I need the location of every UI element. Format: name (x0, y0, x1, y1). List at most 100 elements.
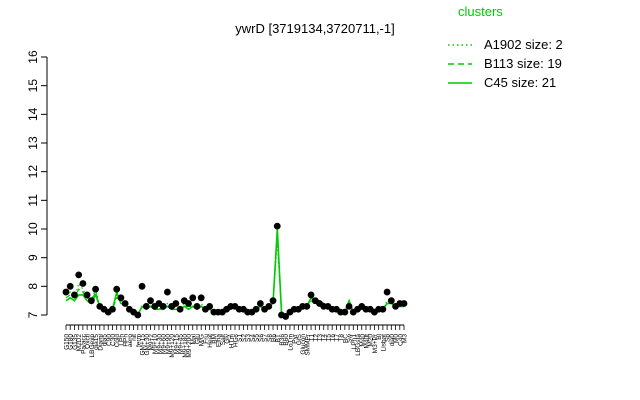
y-tick-label: 9 (26, 254, 40, 261)
x-tick-label: M20 (368, 334, 375, 347)
x-tick-label: LBGexp (89, 334, 96, 358)
series-line-c45 (65, 228, 404, 317)
x-tick-label: C30 (110, 334, 117, 346)
data-point (164, 288, 171, 296)
x-tick-label: M0 (393, 334, 400, 343)
y-tick-label: 15 (26, 79, 40, 93)
x-tick-label: B60 (283, 334, 290, 346)
data-point (172, 300, 180, 307)
data-point (117, 294, 125, 302)
data-point (252, 305, 260, 313)
y-tick-label: 13 (26, 136, 40, 150)
x-tick-label: Sw (347, 334, 354, 343)
x-tick-label: S2 (241, 334, 248, 342)
x-tick-label: HTm (228, 334, 235, 348)
x-tick-label: B36 (279, 334, 286, 346)
x-tick-label: T5 (325, 334, 332, 342)
x-tick-label: S3 (245, 334, 252, 342)
x-tick-label: Glucon (300, 334, 307, 355)
x-tick-label: Gly (224, 333, 231, 344)
y-tick-label: 12 (26, 165, 40, 179)
x-tick-label: GIS (296, 333, 303, 345)
chart-title: ywrD [3719134,3720711,-1] (235, 21, 394, 36)
series-line-b113 (65, 231, 404, 316)
x-tick-label: S8 (266, 334, 273, 342)
data-point (379, 305, 387, 313)
x-tick-label: C90 (106, 334, 113, 346)
x-tick-label: LPh (118, 334, 125, 346)
x-tick-label: S1 (237, 334, 244, 342)
x-tick-label: S6 (258, 334, 265, 342)
x-tick-label: SMMPr (304, 333, 311, 356)
data-point (92, 285, 99, 293)
x-tick-label: Elha (216, 334, 223, 347)
data-point (142, 303, 150, 310)
data-point (147, 297, 154, 305)
x-tick-label: M9+200 (186, 334, 193, 358)
x-tick-label: M40 (359, 334, 366, 347)
x-tick-label: M3 (402, 334, 409, 343)
x-tick-label: GM+30 (144, 334, 151, 356)
x-tick-label: LBGsta (355, 334, 362, 356)
data-point (383, 288, 391, 296)
x-tick-label: M9+45 (178, 334, 185, 354)
points-layer (62, 222, 408, 320)
x-tick-label: T4 (321, 334, 328, 342)
x-tick-label: Bl (376, 333, 383, 339)
data-point (87, 297, 95, 305)
x-tick-label: LPh1 (351, 334, 358, 350)
data-point (303, 303, 311, 310)
x-tick-label: dia5 (102, 334, 109, 347)
x-tick-label: T8 (338, 334, 345, 342)
series-layer (65, 228, 405, 317)
x-tick-label: Pyr (292, 333, 299, 344)
data-point (256, 300, 264, 307)
x-tick-label: aero (127, 334, 134, 347)
x-tick-label: G150 (64, 334, 71, 350)
data-point (206, 303, 214, 310)
x-tick-label: ferm (135, 334, 142, 347)
x-tick-label: HPh (123, 334, 130, 347)
x-tick-label: M9+120 (169, 334, 176, 358)
legend: clusters A1902 size: 2 B113 size: 19 C45… (448, 4, 563, 90)
x-tick-label: Cold (114, 334, 121, 348)
data-point (176, 305, 184, 313)
legend-label-b113: B113 size: 19 (484, 56, 562, 71)
y-tick-label: 7 (26, 311, 40, 318)
x-tick-label: M9+60 (161, 334, 168, 354)
x-tick-label: BT (275, 334, 282, 342)
data-point (62, 288, 70, 296)
x-tick-label: Salt (220, 334, 227, 345)
data-point (307, 291, 315, 299)
legend-label-a1902: A1902 size: 2 (484, 37, 563, 52)
x-tick-label: M9+90 (165, 334, 172, 354)
data-point (273, 222, 281, 230)
data-point (189, 294, 197, 302)
x-tick-label: Diami (97, 334, 104, 351)
x-tick-label: BM (211, 334, 218, 344)
x-tick-label: M9+2 (148, 334, 155, 351)
x-tick-label: Glu (194, 334, 201, 345)
data-point (265, 303, 273, 310)
data-point (341, 308, 349, 316)
y-tick-label: 10 (26, 222, 40, 236)
legend-label-c45: C45 size: 21 (484, 75, 556, 90)
data-point (79, 280, 87, 287)
x-tick-label: S7 (262, 334, 269, 342)
data-point (269, 297, 277, 305)
data-point (282, 313, 290, 320)
x-tick-label: M9+10 (152, 334, 159, 354)
data-point (83, 291, 91, 299)
legend-title: clusters (458, 4, 503, 19)
x-tick-label: Pa/acc (80, 333, 87, 354)
x-tick-label: Heat (207, 334, 214, 348)
data-point (134, 311, 142, 319)
x-tick-label: LoTm (287, 334, 294, 351)
x-tick-label: Lisbat (380, 334, 387, 352)
x-tick-label: G135 (72, 334, 79, 350)
x-tick-label: M9+180 (182, 334, 189, 358)
y-tick-label: 8 (26, 283, 40, 290)
x-tick-label: HGs (233, 333, 240, 347)
x-tick-label: GM+15 (140, 334, 147, 356)
